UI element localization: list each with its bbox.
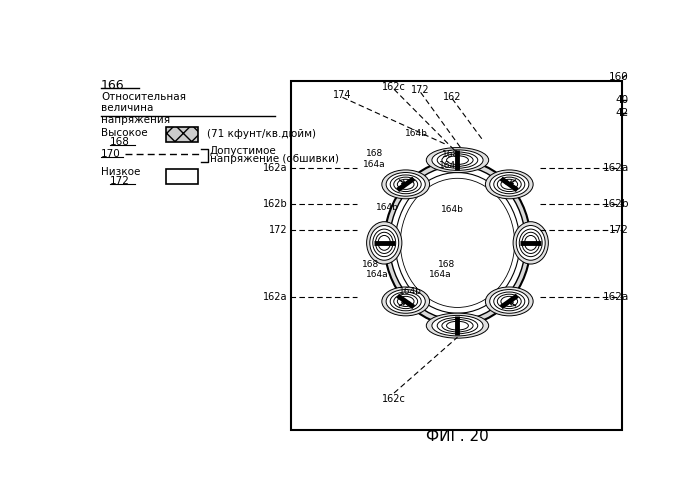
Ellipse shape [513, 222, 548, 264]
Text: 174: 174 [333, 90, 351, 101]
Text: 164b: 164b [375, 202, 398, 211]
Text: 166: 166 [101, 78, 125, 92]
Ellipse shape [447, 156, 468, 164]
Ellipse shape [394, 177, 418, 192]
Ellipse shape [522, 232, 540, 254]
Ellipse shape [384, 160, 531, 326]
Bar [291, 81, 622, 430]
Bar [166, 170, 197, 184]
Text: 164a: 164a [429, 270, 452, 280]
Ellipse shape [485, 170, 533, 199]
Text: 162b: 162b [603, 200, 629, 209]
Text: 164b: 164b [405, 128, 428, 138]
Text: 162b: 162b [263, 200, 288, 209]
Text: (71 кфунт/кв.дюйм): (71 кфунт/кв.дюйм) [207, 128, 316, 138]
Text: 172: 172 [609, 225, 629, 235]
Ellipse shape [398, 180, 414, 190]
Text: 172: 172 [111, 176, 130, 186]
Text: Высокое: Высокое [101, 128, 148, 138]
Text: 162c: 162c [382, 394, 406, 404]
Ellipse shape [395, 172, 519, 313]
Text: Относительная: Относительная [101, 92, 186, 102]
Ellipse shape [375, 232, 393, 254]
Ellipse shape [370, 226, 399, 260]
Ellipse shape [497, 177, 522, 192]
Text: 168: 168 [442, 150, 460, 159]
Ellipse shape [490, 290, 528, 313]
Text: 170: 170 [101, 150, 121, 160]
Ellipse shape [389, 166, 526, 320]
Ellipse shape [386, 290, 426, 313]
Ellipse shape [386, 172, 426, 196]
Text: 168: 168 [366, 148, 384, 158]
Text: напряжение (обшивки): напряжение (обшивки) [209, 154, 339, 164]
Text: 162a: 162a [603, 292, 629, 302]
Ellipse shape [485, 287, 533, 316]
Ellipse shape [497, 294, 522, 308]
Ellipse shape [501, 180, 517, 190]
Text: 172: 172 [269, 225, 288, 235]
Text: Низкое: Низкое [101, 166, 141, 176]
Ellipse shape [373, 229, 395, 256]
Ellipse shape [400, 178, 514, 308]
Ellipse shape [494, 292, 525, 311]
Text: 160: 160 [609, 72, 629, 83]
Ellipse shape [378, 236, 391, 250]
Text: 168: 168 [111, 138, 130, 147]
Text: 162a: 162a [263, 163, 288, 173]
Text: 162: 162 [443, 92, 461, 102]
Text: 164a: 164a [366, 270, 389, 280]
Ellipse shape [432, 150, 483, 171]
Ellipse shape [501, 296, 517, 306]
Text: ФИГ. 20: ФИГ. 20 [426, 429, 489, 444]
Ellipse shape [524, 236, 537, 250]
Ellipse shape [438, 318, 478, 334]
Ellipse shape [442, 320, 473, 332]
Text: 164b: 164b [440, 205, 463, 214]
Text: 168: 168 [362, 260, 379, 268]
Ellipse shape [398, 296, 414, 306]
Ellipse shape [519, 229, 542, 256]
Text: величина: величина [101, 103, 153, 113]
Ellipse shape [426, 313, 489, 338]
Text: 162a: 162a [263, 292, 288, 302]
Ellipse shape [490, 172, 528, 196]
Text: 168: 168 [438, 260, 455, 268]
Text: напряжения: напряжения [101, 114, 170, 124]
Ellipse shape [382, 170, 430, 199]
Text: Допустимое: Допустимое [209, 146, 276, 156]
Text: 164a: 164a [363, 160, 385, 169]
Bar [166, 128, 197, 142]
Ellipse shape [517, 226, 545, 260]
Ellipse shape [382, 287, 430, 316]
Ellipse shape [390, 292, 421, 311]
Ellipse shape [442, 154, 473, 166]
Text: 42: 42 [616, 108, 629, 118]
Ellipse shape [447, 322, 468, 330]
Ellipse shape [494, 175, 525, 194]
Text: 40: 40 [616, 96, 629, 106]
Ellipse shape [367, 222, 402, 264]
Text: 162a: 162a [603, 163, 629, 173]
Ellipse shape [426, 148, 489, 172]
Text: 164a: 164a [439, 162, 461, 170]
Ellipse shape [432, 316, 483, 336]
Ellipse shape [394, 294, 418, 308]
Text: 162c: 162c [382, 82, 406, 92]
Ellipse shape [390, 175, 421, 194]
Text: 164b: 164b [400, 288, 422, 296]
Ellipse shape [438, 152, 478, 168]
Text: 172: 172 [412, 85, 430, 95]
